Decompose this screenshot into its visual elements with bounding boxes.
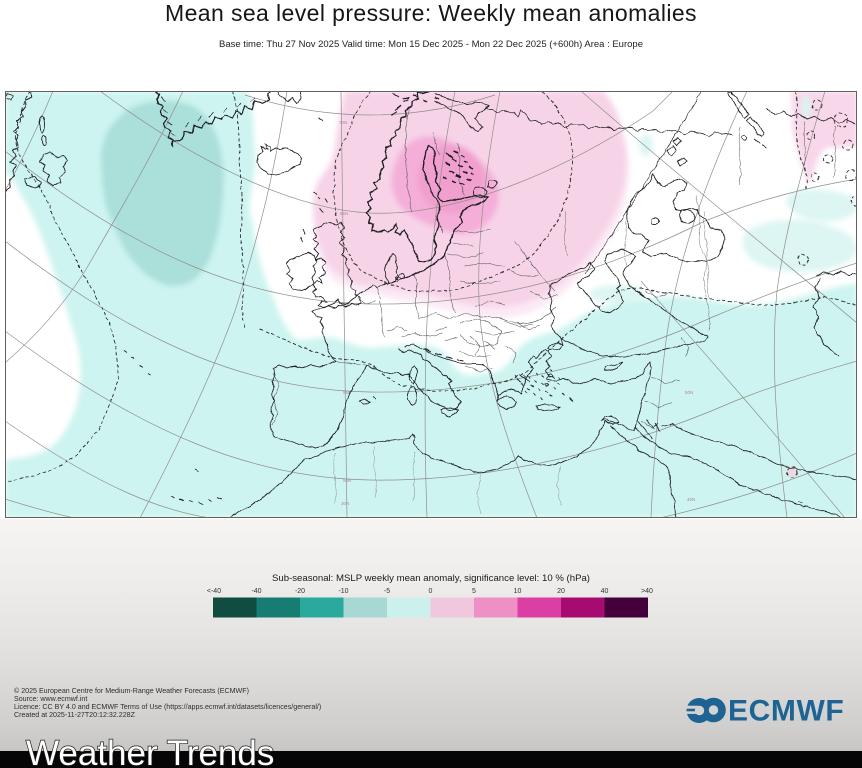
svg-text:20: 20 [557,588,565,595]
svg-text:ECMWF: ECMWF [728,695,844,728]
svg-text:-10: -10 [338,588,348,595]
svg-text:40N: 40N [687,497,695,502]
svg-text:-40: -40 [251,588,261,595]
svg-text:-20: -20 [295,588,305,595]
svg-text:40: 40 [601,588,609,595]
svg-text:10: 10 [514,588,522,595]
svg-text:65N: 65N [340,211,348,216]
svg-text:>40: >40 [641,588,653,595]
svg-text:50N: 50N [343,478,351,483]
svg-text:0: 0 [429,588,433,595]
svg-text:-5: -5 [384,588,390,595]
svg-text:55N: 55N [343,390,351,395]
svg-text:30N: 30N [341,501,349,506]
svg-text:<-40: <-40 [207,588,221,595]
svg-text:5: 5 [472,588,476,595]
svg-text:50N: 50N [685,390,693,395]
svg-text:70N: 70N [339,120,347,125]
